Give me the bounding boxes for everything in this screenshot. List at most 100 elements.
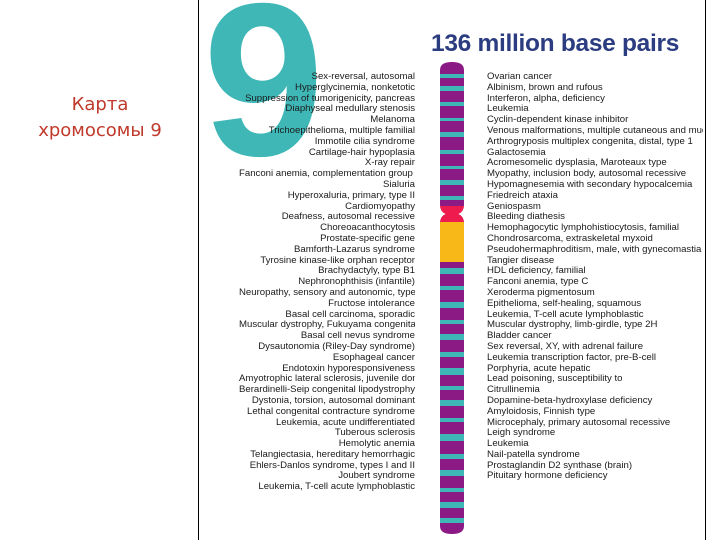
chromosome-band xyxy=(440,368,464,375)
gene-label: Epithelioma, self-healing, squamous xyxy=(487,298,642,309)
gene-label: Arthrogryposis multiplex congenita, dist… xyxy=(487,136,693,147)
gene-label: Amyotrophic lateral sclerosis, juvenile … xyxy=(239,374,415,385)
gene-label: Cyclin-dependent kinase inhibitor xyxy=(487,115,629,126)
gene-label: Tangier disease xyxy=(487,255,555,266)
gene-label: HDL deficiency, familial xyxy=(487,266,586,277)
gene-label: Berardinelli-Seip congenital lipodystrop… xyxy=(239,385,415,396)
gene-label: Suppression of tumorigenicity, pancreas xyxy=(245,93,415,104)
heterochromatin-band xyxy=(440,222,464,262)
gene-label: Fanconi anemia, complementation group G xyxy=(239,169,415,180)
left-gene-list: Sex-reversal, autosomal Hyperglycinemia, … xyxy=(239,72,415,493)
chromosome-band xyxy=(440,386,464,390)
gene-label: Lethal congenital contracture syndrome xyxy=(247,406,415,417)
gene-label: Dysautonomia (Riley-Day syndrome) xyxy=(258,341,415,352)
gene-label: Nail-patella syndrome xyxy=(487,449,580,460)
gene-label: Bamforth-Lazarus syndrome xyxy=(293,244,415,255)
gene-label: Leukemia transcription factor, pre-B-cel… xyxy=(487,352,657,363)
chromosome-band xyxy=(440,502,464,508)
chromosome-band xyxy=(440,418,464,422)
gene-label: Sex-reversal, autosomal xyxy=(311,72,415,82)
gene-label: Microcephaly, primary autosomal recessiv… xyxy=(487,417,671,428)
gene-label: Immotile cilia syndrome xyxy=(314,136,415,147)
gene-label: Leigh syndrome xyxy=(487,428,556,439)
chromosome-band xyxy=(440,518,464,523)
gene-label: Galactosemia xyxy=(487,147,546,158)
gene-label: Venous malformations, multiple cutaneous… xyxy=(487,125,703,136)
gene-label: Citrullinemia xyxy=(487,385,540,396)
gene-label: Cartilage-hair hypoplasia xyxy=(308,147,415,158)
gene-label: Basal cell nevus syndrome xyxy=(300,331,415,342)
gene-label: X-ray repair xyxy=(364,158,415,169)
gene-label: Leukemia, T-cell acute lymphoblastic xyxy=(258,482,415,493)
gene-label: Leukemia, acute undifferentiated xyxy=(275,417,415,428)
centromere xyxy=(440,206,464,222)
gene-label: Tuberous sclerosis xyxy=(334,428,415,439)
gene-label: Xeroderma pigmentosum xyxy=(487,287,595,298)
gene-label: Acromesomelic dysplasia, Maroteaux type xyxy=(487,158,667,169)
chromosome-band xyxy=(440,334,464,340)
gene-label: Sex reversal, XY, with adrenal failure xyxy=(487,341,644,352)
chromosome-band xyxy=(440,180,464,185)
gene-label: Hypomagnesemia with secondary hypocalcem… xyxy=(487,179,693,190)
teal-bands xyxy=(440,74,464,523)
chromosome-band xyxy=(440,268,464,274)
gene-label: Diaphyseal medullary stenosis xyxy=(285,104,415,115)
chromosome-band xyxy=(440,86,464,91)
gene-label: Leukemia xyxy=(487,104,529,115)
gene-label: Telangiectasia, hereditary hemorrhagic xyxy=(250,449,415,460)
gene-label: Fructose intolerance xyxy=(328,298,415,309)
gene-label: Brachydactyly, type B1 xyxy=(318,266,415,277)
chromosome-band xyxy=(440,434,464,441)
gene-label: Esophageal cancer xyxy=(332,352,415,363)
gene-label: Hemolytic anemia xyxy=(338,439,415,450)
gene-label: Prostaglandin D2 synthase (brain) xyxy=(487,460,633,471)
gene-label: Endotoxin hyporesponsiveness xyxy=(282,363,415,374)
gene-label: Basal cell carcinoma, sporadic xyxy=(285,309,415,320)
gene-label: Ovarian cancer xyxy=(487,72,553,82)
gene-label: Fanconi anemia, type C xyxy=(487,277,589,288)
gene-label: Hyperglycinemia, nonketotic xyxy=(295,82,415,93)
chromosome-band xyxy=(440,286,464,290)
chromosome-ideogram xyxy=(440,62,464,534)
chromosome-band xyxy=(440,470,464,476)
gene-label: Amyloidosis, Finnish type xyxy=(487,406,596,417)
gene-label: Chondrosarcoma, extraskeletal myxoid xyxy=(487,233,653,244)
chromosome-number: 9 xyxy=(203,0,324,202)
gene-label: Dopamine-beta-hydroxylase deficiency xyxy=(487,395,653,406)
gene-label: Sialuria xyxy=(383,179,415,190)
gene-label: Ehlers-Danlos syndrome, types I and II xyxy=(249,460,415,471)
gene-label: Leukemia xyxy=(487,439,529,450)
chromosome-band xyxy=(440,320,464,324)
right-gene-list: Ovarian cancer Albinism, brown and rufous… xyxy=(487,72,703,482)
chromosome-band xyxy=(440,196,464,200)
gene-label: Pseudohermaphroditism, male, with gyneco… xyxy=(487,244,702,255)
gene-label: Neuropathy, sensory and autonomic, type … xyxy=(239,287,415,298)
slide-title-line-1: Карта xyxy=(71,94,129,115)
gene-label: Muscular dystrophy, Fukuyama congenital xyxy=(239,320,415,331)
base-pairs-heading: 136 million base pairs xyxy=(431,30,680,57)
chromosome-band xyxy=(440,102,464,106)
chromosome-figure: 9 136 million base pairs Sex-reversal, a… xyxy=(198,0,706,540)
gene-label: Tyrosine kinase-like orphan receptor xyxy=(260,255,415,266)
chromosome-band xyxy=(440,302,464,308)
chromosome-band xyxy=(440,488,464,492)
gene-label: Trichoepithelioma, multiple familial xyxy=(268,125,415,136)
gene-label: Joubert syndrome xyxy=(338,471,415,482)
chromosome-band xyxy=(440,166,464,169)
gene-label: Muscular dystrophy, limb-girdle, type 2H xyxy=(487,320,658,331)
gene-label: Pituitary hormone deficiency xyxy=(487,471,608,482)
chromosome-band xyxy=(440,150,464,154)
gene-label: Interferon, alpha, deficiency xyxy=(487,93,605,104)
gene-label: Nephronophthisis (infantile) xyxy=(298,277,415,288)
chromosome-band xyxy=(440,74,464,78)
chromosome-band xyxy=(440,118,464,121)
slide-title-line-2: хромосомы 9 xyxy=(38,120,162,141)
gene-label: Cardiomyopathy xyxy=(345,201,415,212)
gene-label: Leukemia, T-cell acute lymphoblastic xyxy=(487,309,644,320)
gene-label: Porphyria, acute hepatic xyxy=(487,363,591,374)
gene-label: Lead poisoning, susceptibility to xyxy=(487,374,623,385)
chromosome-band xyxy=(440,132,464,137)
gene-label: Hyperoxaluria, primary, type II xyxy=(287,190,415,201)
gene-label: Choreoacanthocytosis xyxy=(320,223,415,234)
gene-label: Bladder cancer xyxy=(487,331,552,342)
